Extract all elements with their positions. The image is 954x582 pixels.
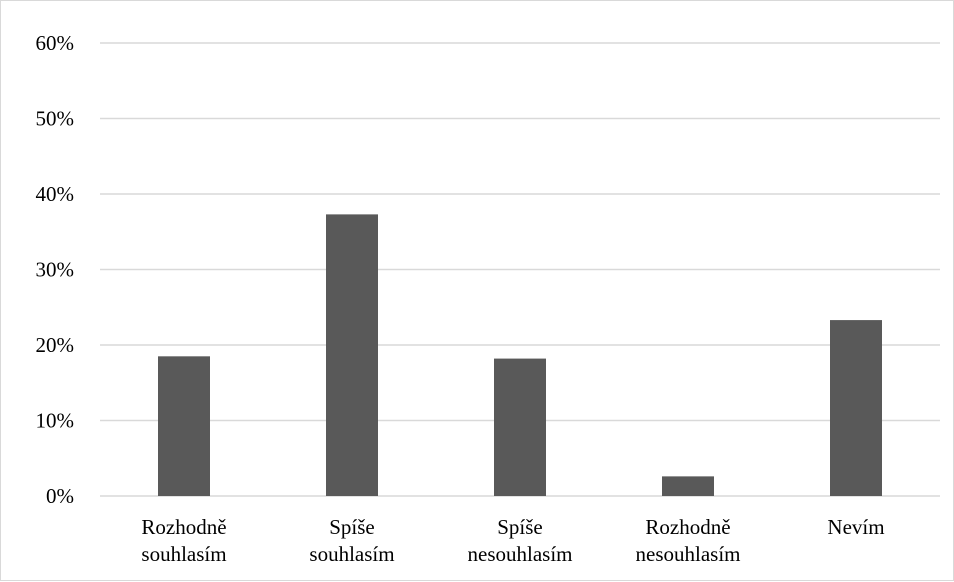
x-category-label: souhlasím: [309, 542, 394, 566]
x-category-label: souhlasím: [141, 542, 226, 566]
y-tick-label: 60%: [36, 31, 75, 55]
y-tick-label: 0%: [46, 484, 74, 508]
x-category-label: nesouhlasím: [636, 542, 741, 566]
x-category-label: Rozhodně: [141, 515, 226, 539]
y-tick-label: 40%: [36, 182, 75, 206]
y-tick-label: 10%: [36, 409, 75, 433]
bar: [326, 214, 378, 496]
y-tick-label: 30%: [36, 258, 75, 282]
bar: [830, 320, 882, 496]
x-category-label: Spíše: [497, 515, 543, 539]
x-category-label: Spíše: [329, 515, 375, 539]
x-category-label: nesouhlasím: [468, 542, 573, 566]
y-tick-label: 50%: [36, 107, 75, 131]
x-category-label: Rozhodně: [645, 515, 730, 539]
bar: [494, 358, 546, 496]
x-category-label: Nevím: [827, 515, 884, 539]
bar: [158, 356, 210, 496]
y-tick-label: 20%: [36, 333, 75, 357]
bar: [662, 476, 714, 496]
